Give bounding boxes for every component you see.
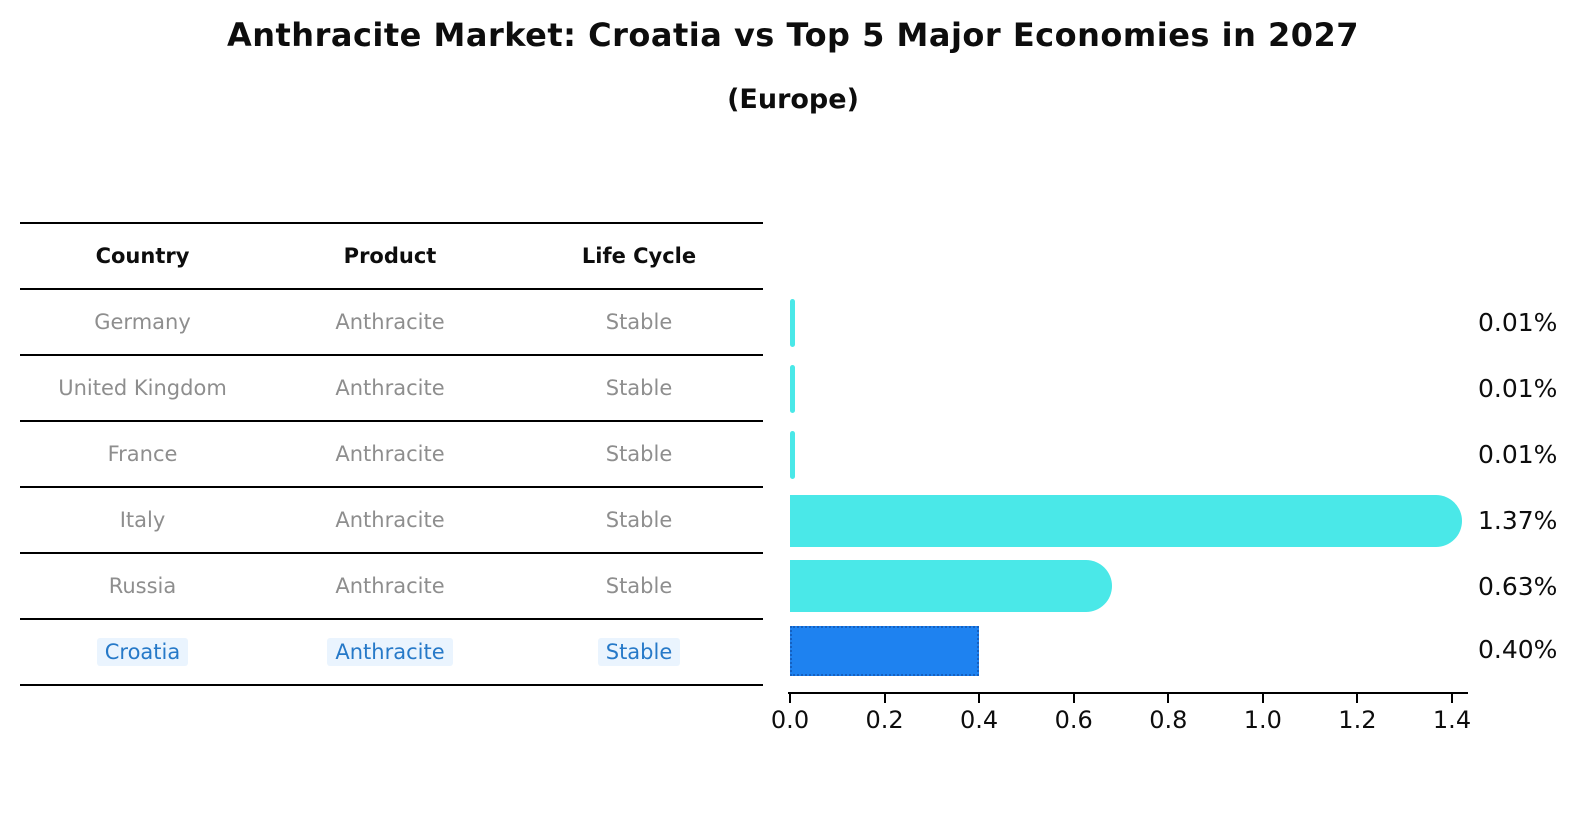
cell-product: Anthracite (265, 638, 515, 666)
bar-value-label-france: 0.01% (1478, 440, 1558, 469)
cell-product: Anthracite (335, 376, 445, 400)
column-header-product: Product (343, 244, 437, 268)
chart-title: Anthracite Market: Croatia vs Top 5 Majo… (226, 16, 1360, 54)
bar-value-label-germany: 0.01% (1478, 308, 1558, 337)
table-header-row: Country Product Life Cycle (20, 222, 763, 290)
bar-russia (790, 560, 1112, 612)
table-row-russia: Russia Anthracite Stable (20, 554, 763, 620)
x-axis-ticks: 0.0 0.2 0.4 0.6 0.8 1.0 1.2 1.4 (771, 694, 1471, 744)
x-tick-mark (1451, 694, 1453, 703)
bar-value-label-italy: 1.37% (1478, 506, 1558, 535)
cell-country: United Kingdom (58, 376, 227, 400)
x-axis-line (788, 692, 1468, 694)
cell-product: Anthracite (335, 442, 445, 466)
cell-country: Germany (94, 310, 191, 334)
bar-germany (790, 299, 795, 347)
x-tick-mark (1356, 694, 1359, 703)
x-tick-label: 0.2 (865, 706, 904, 734)
x-tick-mark (883, 694, 886, 703)
table-row-germany: Germany Anthracite Stable (20, 290, 763, 356)
cell-life-cycle: Stable (605, 508, 673, 532)
cell-life-cycle: Stable (605, 442, 673, 466)
bar-value-label-russia: 0.63% (1478, 572, 1558, 601)
table-row-france: France Anthracite Stable (20, 422, 763, 488)
bar-italy (790, 495, 1462, 547)
cell-country: Croatia (20, 638, 265, 666)
bar-value-label-united-kingdom: 0.01% (1478, 374, 1558, 403)
cell-life-cycle: Stable (515, 638, 763, 666)
country-table: Country Product Life Cycle Germany Anthr… (20, 222, 763, 686)
x-tick-label: 0.0 (770, 706, 810, 734)
cell-product: Anthracite (335, 508, 445, 532)
bar-united-kingdom (790, 365, 795, 413)
table-row-united-kingdom: United Kingdom Anthracite Stable (20, 356, 763, 422)
x-tick-label: 0.4 (960, 706, 999, 734)
x-tick-label: 0.6 (1054, 706, 1093, 734)
x-tick-mark (1072, 694, 1075, 703)
table-row-croatia: Croatia Anthracite Stable (20, 620, 763, 686)
cell-life-cycle: Stable (605, 376, 673, 400)
bar-france (790, 431, 795, 479)
table-row-italy: Italy Anthracite Stable (20, 488, 763, 554)
x-tick-mark (1167, 694, 1170, 703)
x-tick-mark (1261, 694, 1264, 703)
x-tick-label: 1.2 (1338, 706, 1377, 734)
cell-country: Russia (108, 574, 177, 598)
cell-product: Anthracite (335, 574, 445, 598)
bar-value-label-croatia: 0.40% (1478, 635, 1558, 664)
chart-subtitle: (Europe) (727, 84, 859, 115)
bar-croatia (790, 626, 979, 676)
x-tick-mark (978, 694, 981, 703)
x-tick-label: 0.8 (1149, 706, 1188, 734)
column-header-country: Country (95, 244, 190, 268)
x-tick-label: 1.0 (1243, 706, 1282, 734)
column-header-life-cycle: Life Cycle (581, 244, 697, 268)
x-tick-mark (789, 694, 791, 703)
x-tick-label: 1.4 (1432, 706, 1472, 734)
cell-country: Italy (119, 508, 166, 532)
cell-life-cycle: Stable (605, 574, 673, 598)
cell-country: France (107, 442, 178, 466)
cell-life-cycle: Stable (605, 310, 673, 334)
cell-product: Anthracite (335, 310, 445, 334)
